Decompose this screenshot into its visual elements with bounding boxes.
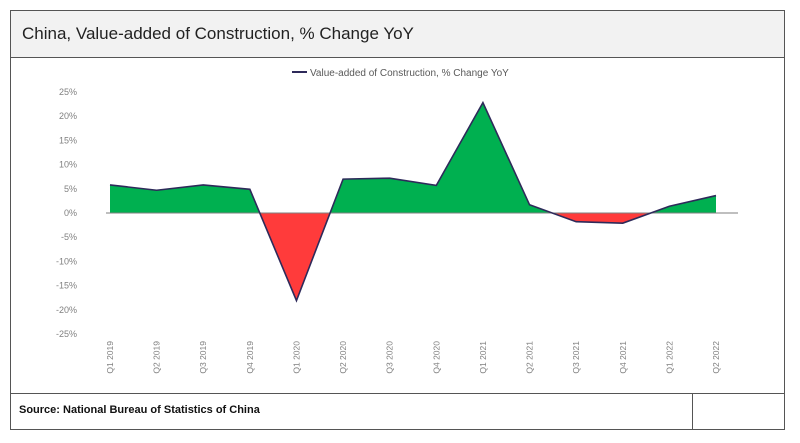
x-tick-label: Q1 2020 <box>291 341 301 374</box>
x-tick-label: Q1 2022 <box>664 341 674 374</box>
series-line <box>109 100 717 303</box>
x-tick-label: Q1 2019 <box>105 341 115 374</box>
y-tick-label: -20% <box>56 305 77 315</box>
chart-area: 25% 20% 15% 10% 5% 0% -5% -10% -15% -20% -25% Q1 20… <box>11 57 784 395</box>
chart-frame: China, Value-added of Construction, % Ch… <box>10 10 785 430</box>
x-tick-label: Q1 2021 <box>478 341 488 374</box>
page-title: China, Value-added of Construction, % Ch… <box>22 24 414 43</box>
y-tick-label: 25% <box>59 87 77 97</box>
x-tick-label: Q3 2020 <box>385 341 395 374</box>
positive-area-0 <box>110 184 260 213</box>
x-tick-label: Q3 2019 <box>198 341 208 374</box>
negative-area-1 <box>259 213 331 301</box>
footer-divider <box>692 394 693 429</box>
footer: Source: National Bureau of Statistics of… <box>11 393 784 429</box>
x-tick-label: Q2 2022 <box>711 341 721 374</box>
y-tick-label: 0% <box>64 208 77 218</box>
negative-area-3 <box>552 213 651 224</box>
x-tick-label: Q2 2019 <box>152 341 162 374</box>
y-tick-label: -10% <box>56 256 77 266</box>
y-tick-label: -25% <box>56 329 77 339</box>
x-tick-label: Q3 2021 <box>571 341 581 374</box>
y-tick-label: 5% <box>64 184 77 194</box>
x-tick-label: Q4 2020 <box>431 341 441 374</box>
x-tick-label: Q4 2019 <box>245 341 255 374</box>
positive-area-2 <box>330 102 553 213</box>
source-note: Source: National Bureau of Statistics of… <box>19 404 260 416</box>
x-tick-label: Q4 2021 <box>618 341 628 374</box>
y-tick-label: -5% <box>61 232 77 242</box>
title-bar: China, Value-added of Construction, % Ch… <box>11 11 784 58</box>
y-tick-label: -15% <box>56 281 77 291</box>
y-tick-label: 15% <box>59 135 77 145</box>
legend-label: Value-added of Construction, % Change Yo… <box>310 68 509 79</box>
x-tick-label: Q2 2021 <box>525 341 535 374</box>
y-tick-label: 20% <box>59 111 77 121</box>
area-chart: 25% 20% 15% 10% 5% 0% -5% -10% -15% -20% -25% Q1 20… <box>56 68 738 374</box>
x-tick-label: Q2 2020 <box>338 341 348 374</box>
y-tick-label: 10% <box>59 160 77 170</box>
